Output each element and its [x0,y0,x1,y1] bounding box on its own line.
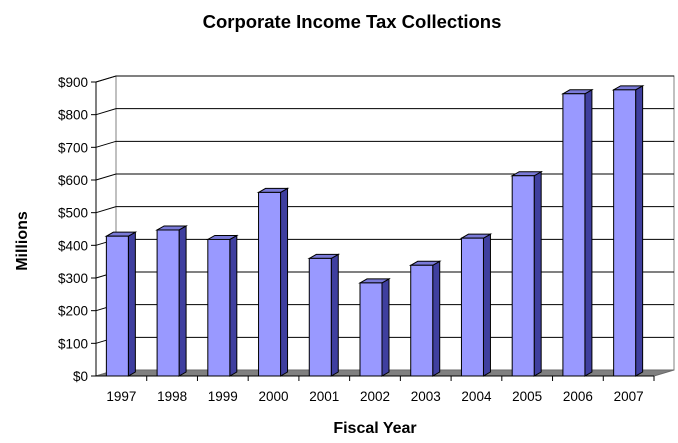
x-tick-label: 2006 [563,389,593,404]
y-tick-label: $200 [58,304,88,319]
x-tick-label: 2001 [309,389,339,404]
bar-side [533,170,542,377]
bar-2000 [258,191,282,377]
gridline [95,108,674,116]
y-tick-label: $100 [58,336,88,351]
x-tick-label: 1999 [208,389,238,404]
bar-2002 [359,282,383,377]
bar-2003 [410,264,434,377]
x-tick-label: 2000 [259,389,289,404]
y-tick-label: $500 [58,206,88,221]
y-tick-label: $0 [73,369,88,384]
x-tick-label: 1998 [157,389,187,404]
x-tick-label: 1997 [106,389,136,404]
bar-1997 [105,235,129,377]
x-tick-label: 2003 [411,389,441,404]
x-tick-label: 2005 [512,389,542,404]
x-axis-title: Fiscal Year [333,420,416,437]
plot-area: $0 $100 $200 $300 $400 $500 $600 $700 $800 $900 19… [58,75,675,404]
y-tick-label: $600 [58,173,88,188]
bar-2006 [562,93,586,377]
x-tick-label: 2007 [614,389,644,404]
bar-2001 [308,257,332,377]
gridline [95,75,674,83]
gridline [95,173,674,181]
chart-title: Corporate Income Tax Collections [203,11,502,32]
bar-side [584,88,593,377]
y-tick-label: $900 [58,75,88,90]
bar-2005 [511,175,535,377]
bar-side [381,278,390,377]
bar-side [635,84,644,377]
y-tick-label: $700 [58,140,88,155]
bar-2004 [460,237,484,377]
x-tick-label: 2002 [360,389,390,404]
bar-2007 [613,89,637,377]
bar-side [178,225,187,377]
bar-side [432,260,441,377]
bar-side [280,187,289,377]
y-tick-label: $300 [58,271,88,286]
bar-side [330,253,339,377]
bar-side [127,231,136,377]
bar-side [482,233,491,377]
bar-1999 [207,238,231,377]
y-tick-label: $400 [58,238,88,253]
bar-1998 [156,229,180,377]
x-tick-label: 2004 [461,389,492,404]
gridline [95,140,674,148]
y-tick-label: $800 [58,108,88,123]
y-axis-title: Millions [14,211,31,271]
gridline [95,206,674,214]
bar-side [229,234,238,377]
